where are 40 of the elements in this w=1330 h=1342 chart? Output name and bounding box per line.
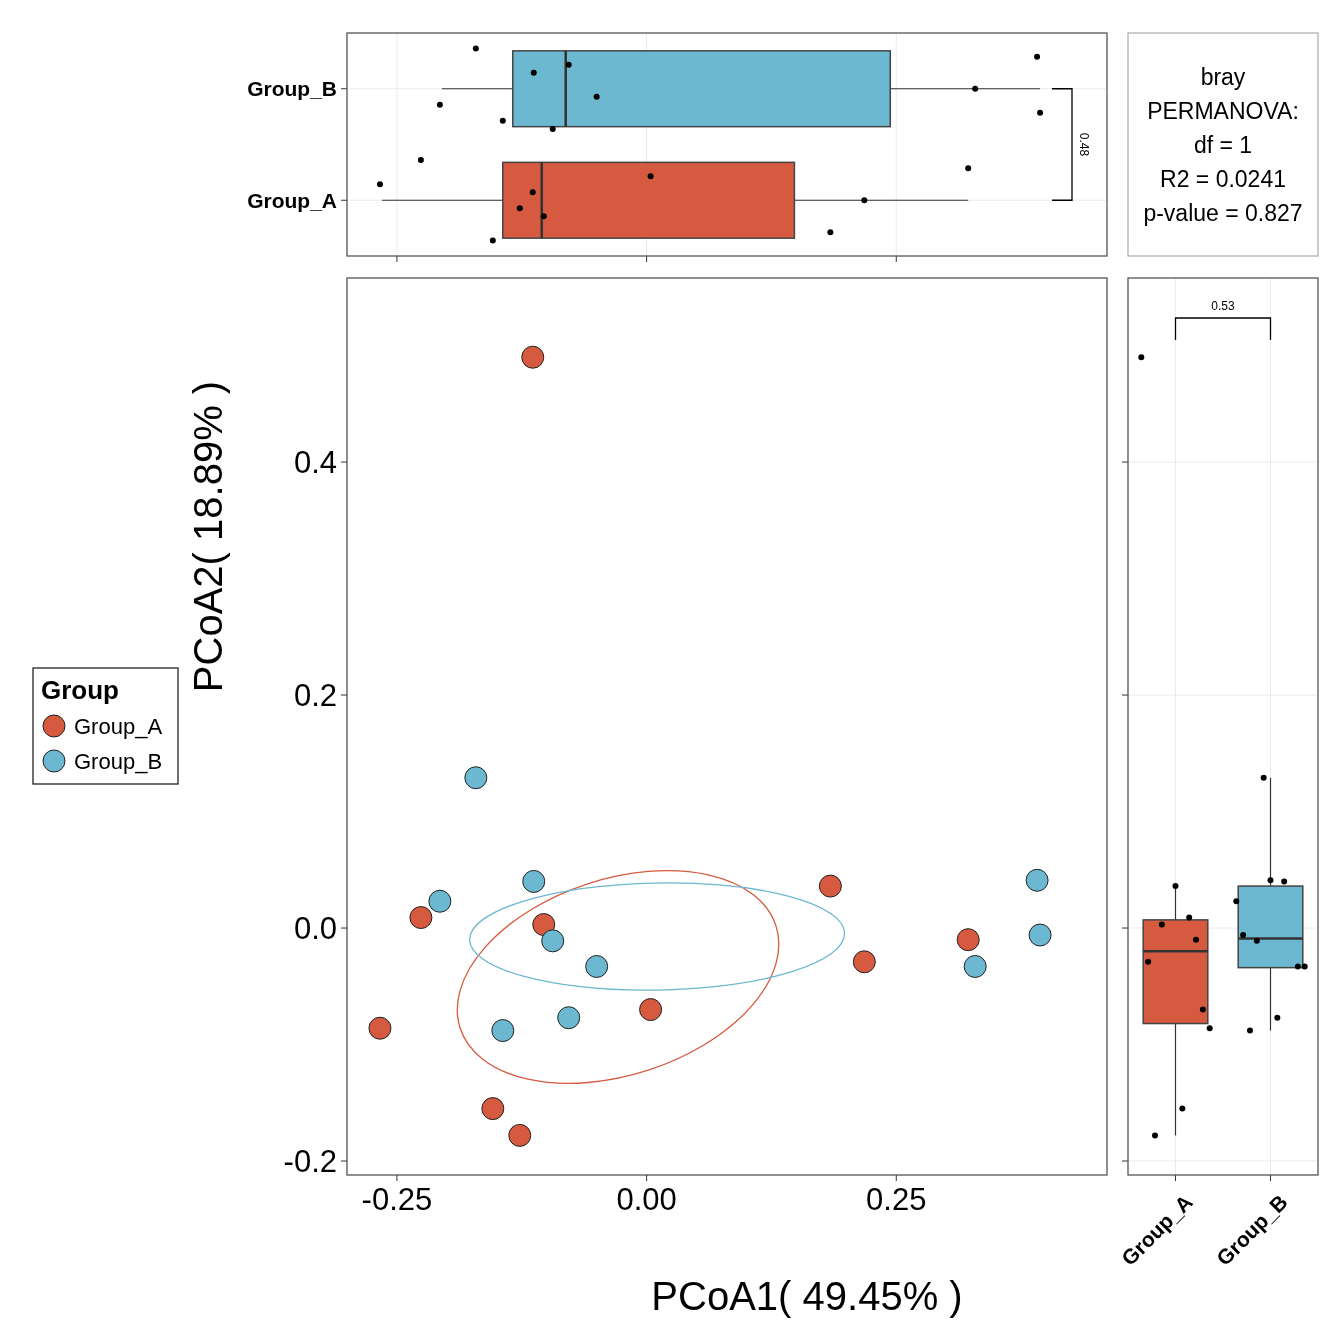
x-tick-label: 0.25 (866, 1182, 927, 1217)
y-tick-label: 0.0 (293, 910, 337, 946)
point (522, 869, 546, 893)
point (639, 998, 663, 1022)
point (368, 1016, 392, 1040)
point (508, 1123, 532, 1147)
y-tick-label: 0.2 (293, 677, 337, 713)
text: PERMANOVA: (1147, 97, 1299, 124)
y-tick-label: -0.2 (283, 1143, 337, 1179)
annotation: 0.53 (1211, 299, 1235, 313)
point (818, 874, 842, 898)
point (491, 1019, 515, 1043)
point (541, 929, 565, 953)
point (428, 889, 452, 913)
text: bray (1200, 63, 1246, 90)
point (481, 1097, 505, 1121)
legend-label: Group_B (74, 748, 163, 774)
point (1025, 868, 1049, 892)
y-tick-label: 0.4 (293, 444, 337, 480)
x-tick-label: -0.25 (361, 1182, 433, 1217)
point (963, 955, 987, 978)
x-axis-title: PCoA1( 49.45% ) (651, 1274, 963, 1318)
point (409, 906, 433, 930)
text: df = 1 (1193, 131, 1253, 158)
point (557, 1006, 581, 1030)
annotation: 0.48 (1077, 132, 1091, 157)
point (1028, 923, 1052, 947)
y-tick-label: Group_A (247, 188, 337, 212)
point (464, 766, 488, 790)
text: R2 = 0.0241 (1160, 165, 1286, 192)
point (521, 345, 545, 369)
y-tick-label: Group_B (247, 77, 337, 101)
x-tick-label: 0.00 (616, 1182, 677, 1217)
legend-label: Group_A (74, 713, 163, 739)
text: p-value = 0.827 (1143, 199, 1303, 226)
point (852, 950, 876, 974)
point (585, 955, 609, 978)
legend-title: Group (41, 675, 119, 705)
y-axis-title: PCoA2( 18.89% ) (186, 380, 230, 693)
point (956, 928, 980, 952)
